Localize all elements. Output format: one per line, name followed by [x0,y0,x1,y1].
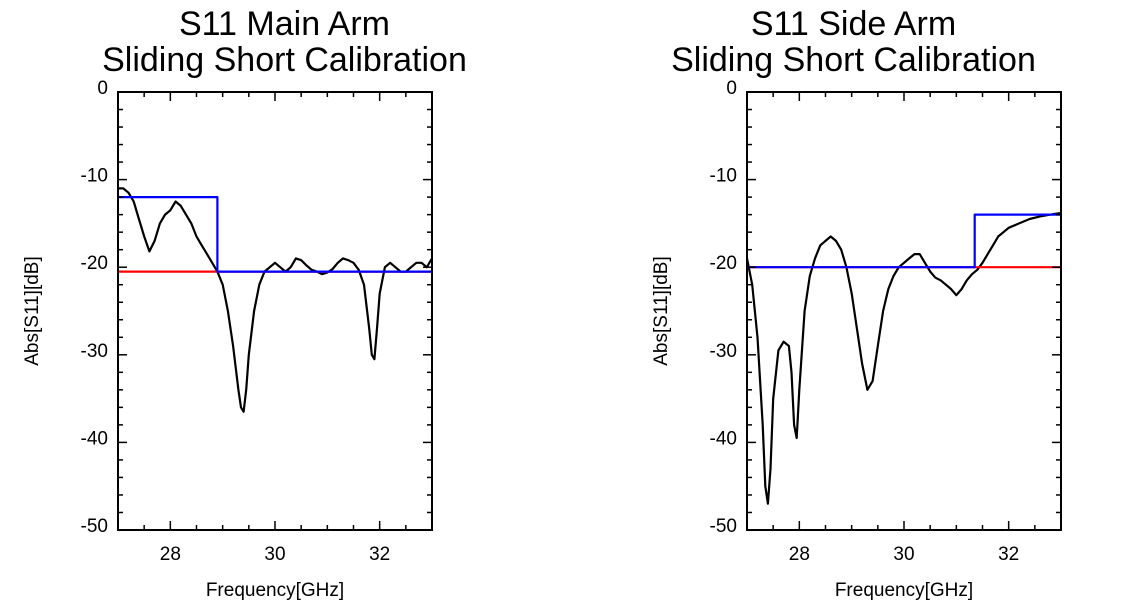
y-tick-label: -30 [710,341,737,362]
series-group [118,187,432,413]
y-tick-label: -50 [81,516,108,537]
y-tick-label: -50 [710,516,737,537]
x-tick-label: 32 [369,544,390,565]
y-tick-label: -20 [710,253,737,274]
series-line-0 [747,211,1061,505]
chart-title: S11 Side Arm Sliding Short Calibration [569,6,1138,78]
chart-side-arm: S11 Side Arm Sliding Short Calibration 0… [569,0,1138,610]
x-axis-label: Frequency[GHz] [835,580,973,601]
x-tick-label: 28 [160,544,181,565]
y-tick-label: -10 [710,166,737,187]
chart-title-line-1: S11 Side Arm [750,5,957,43]
y-axis-label: Abs[S11][dB] [651,256,672,366]
chart-title: S11 Main Arm Sliding Short Calibration [0,6,569,78]
chart-title-line-2: Sliding Short Calibration [102,41,467,79]
x-tick-label: 30 [893,544,914,565]
series-line-2 [118,196,432,273]
y-tick-label: -10 [81,166,108,187]
y-tick-label: -30 [81,341,108,362]
series-line-2 [747,213,1061,269]
chart-title-line-1: S11 Main Arm [178,5,390,43]
plot-frame [117,91,433,531]
y-tick-label: -40 [710,428,737,449]
y-tick-label: 0 [726,78,737,99]
x-tick-label: 32 [998,544,1019,565]
chart-title-line-2: Sliding Short Calibration [671,41,1036,79]
series-group [747,211,1061,505]
x-tick-label: 30 [264,544,285,565]
chart-main-arm: S11 Main Arm Sliding Short Calibration 0… [0,6,569,601]
chart-plot: 0 -10 -20 -30 -40 -50 28 30 32 Frequency[GHz] Abs[… [651,78,1062,601]
chart-plot: 0 -10 -20 -30 -40 -50 28 30 32 Frequency[GHz] Abs[… [22,78,433,601]
plot-frame [746,91,1062,531]
x-tick-label: 28 [789,544,810,565]
y-axis-label: Abs[S11][dB] [22,256,43,366]
series-line-0 [118,187,432,413]
y-tick-label: 0 [97,78,108,99]
y-tick-label: -20 [81,253,108,274]
y-tick-label: -40 [81,428,108,449]
x-axis-label: Frequency[GHz] [206,580,344,601]
